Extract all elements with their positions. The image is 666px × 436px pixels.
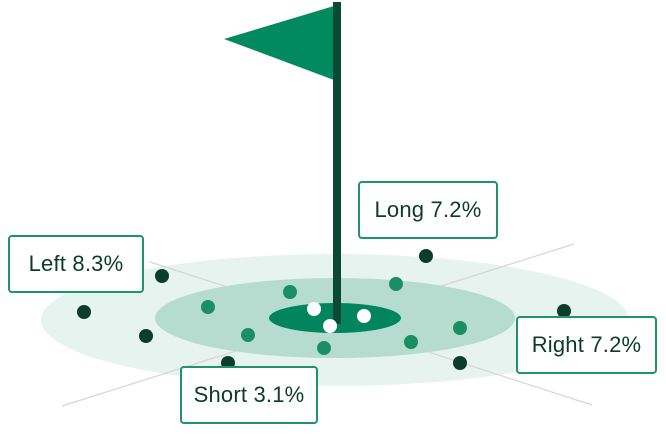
shot-dot	[357, 309, 371, 323]
callout-short: Short 3.1%	[180, 366, 318, 424]
flag-cloth	[224, 6, 334, 80]
shot-dot	[389, 277, 403, 291]
shot-dot	[453, 356, 467, 370]
shot-dot	[317, 341, 331, 355]
shot-dot	[419, 249, 433, 263]
shot-dot	[557, 304, 571, 318]
flag-pole	[333, 2, 341, 324]
shot-dot	[201, 300, 215, 314]
flag-icon	[224, 2, 341, 324]
shot-dot	[241, 328, 255, 342]
shot-dot	[453, 321, 467, 335]
shot-dot	[404, 335, 418, 349]
callout-right: Right 7.2%	[516, 316, 657, 374]
white-dots	[307, 302, 371, 333]
green-dots	[201, 277, 467, 355]
callout-long: Long 7.2%	[358, 181, 498, 239]
shot-dot	[155, 269, 169, 283]
shot-dot	[283, 285, 297, 299]
shot-dot	[139, 329, 153, 343]
shot-dot	[323, 319, 337, 333]
dark-dots	[77, 249, 571, 370]
shot-dot	[77, 305, 91, 319]
callout-left: Left 8.3%	[8, 235, 144, 293]
shot-dot	[307, 302, 321, 316]
